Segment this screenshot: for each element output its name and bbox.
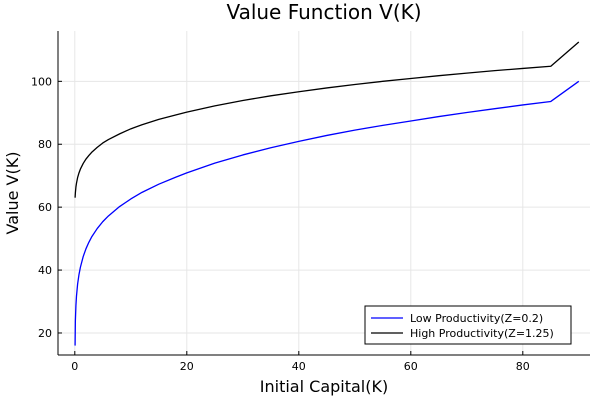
x-tick-layer: 0 20 40 60 80 xyxy=(71,351,530,373)
x-tick-label: 60 xyxy=(404,360,418,373)
x-tick-label: 40 xyxy=(292,360,306,373)
y-tick-label: 20 xyxy=(38,327,52,340)
y-tick-label: 80 xyxy=(38,138,52,151)
high-productivity-series-line xyxy=(74,41,580,198)
chart-legend: Low Productivity(Z=0.2) High Productivit… xyxy=(364,305,572,345)
x-axis-label: Initial Capital(K) xyxy=(260,377,388,396)
grid-layer xyxy=(58,31,590,355)
series-layer xyxy=(74,41,580,346)
y-tick-label: 40 xyxy=(38,264,52,277)
y-axis-label: Value V(K) xyxy=(3,152,22,235)
x-tick-label: 20 xyxy=(180,360,194,373)
y-tick-layer: 20 40 60 80 100 xyxy=(31,75,62,340)
legend-label-low-productivity: Low Productivity(Z=0.2) xyxy=(410,312,543,325)
legend-box xyxy=(364,305,572,345)
x-tick-label: 0 xyxy=(71,360,78,373)
y-tick-label: 100 xyxy=(31,75,52,88)
legend-label-high-productivity: High Productivity(Z=1.25) xyxy=(410,327,554,340)
low-productivity-series-line xyxy=(74,80,580,346)
x-tick-label: 80 xyxy=(516,360,530,373)
chart-title: Value Function V(K) xyxy=(226,0,421,24)
y-tick-label: 60 xyxy=(38,201,52,214)
